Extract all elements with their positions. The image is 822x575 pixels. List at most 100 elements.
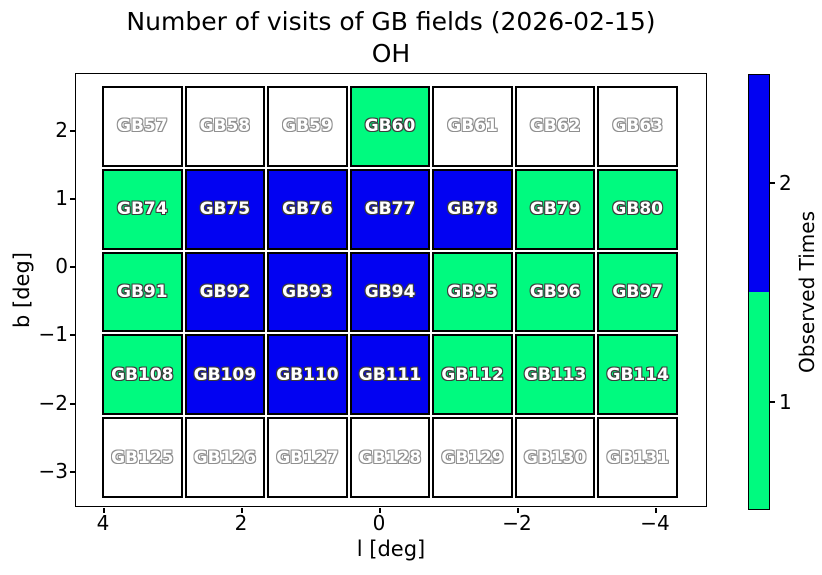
field-cell-gb127: GB127 [267, 417, 348, 498]
field-label-gb94: GB94 [364, 281, 416, 302]
field-cell-gb111: GB111 [349, 334, 431, 416]
colorbar-tick-mark [770, 401, 775, 403]
field-cell-gb114: GB114 [597, 334, 678, 416]
title-line-2: OH [371, 38, 411, 68]
colorbar [748, 74, 770, 510]
colorbar-label-wrap: Observed Times [794, 74, 820, 510]
y-tick-label: 1 [55, 186, 68, 210]
field-label-gb130: GB130 [523, 447, 587, 468]
field-cell-gb75: GB75 [184, 168, 266, 250]
field-label-gb112: GB112 [441, 364, 504, 385]
colorbar-segment-2 [749, 75, 769, 292]
field-label-gb111: GB111 [358, 364, 422, 385]
field-label-gb62: GB62 [529, 116, 581, 137]
field-label-gb60: GB60 [364, 116, 416, 137]
field-label-gb110: GB110 [276, 364, 339, 385]
x-tick-mark [241, 507, 243, 513]
colorbar-segment-1 [749, 292, 769, 509]
field-cell-gb57: GB57 [102, 86, 183, 167]
field-label-gb125: GB125 [111, 447, 174, 468]
field-grid: GB57 GB58 GB59 GB60 GB61 GB62 GB63 GB74 GB75 GB76… [102, 86, 678, 498]
x-tick-label: 4 [96, 511, 110, 535]
field-label-gb91: GB91 [116, 281, 168, 302]
field-cell-gb79: GB79 [514, 168, 596, 250]
field-cell-gb125: GB125 [102, 417, 183, 498]
field-cell-gb59: GB59 [267, 86, 348, 167]
x-axis-label: l [deg] [356, 537, 426, 561]
field-label-gb127: GB127 [276, 447, 339, 468]
y-tick-label: 0 [55, 254, 68, 278]
y-tick-mark [69, 334, 75, 336]
field-cell-gb97: GB97 [597, 251, 678, 333]
x-tick-mark [655, 507, 657, 513]
field-label-gb77: GB77 [364, 199, 416, 220]
title-line-1: Number of visits of GB fields (2026-02-1… [126, 7, 656, 36]
field-cell-gb92: GB92 [184, 251, 266, 333]
y-tick-label: −2 [38, 391, 68, 415]
field-cell-gb91: GB91 [102, 251, 183, 333]
field-cell-gb112: GB112 [432, 334, 513, 416]
y-tick-mark [69, 403, 75, 405]
field-cell-gb131: GB131 [597, 417, 678, 498]
y-tick-label: −3 [38, 459, 68, 483]
field-label-gb109: GB109 [193, 364, 257, 385]
field-cell-gb113: GB113 [514, 334, 596, 416]
field-label-gb80: GB80 [612, 199, 663, 220]
field-label-gb58: GB58 [199, 116, 251, 137]
field-label-gb114: GB114 [606, 364, 669, 385]
field-label-gb63: GB63 [612, 116, 663, 137]
field-cell-gb58: GB58 [184, 86, 266, 167]
field-label-gb92: GB92 [199, 281, 251, 302]
field-cell-gb63: GB63 [597, 86, 678, 167]
field-cell-gb110: GB110 [267, 334, 348, 416]
field-label-gb76: GB76 [282, 199, 333, 220]
field-label-gb131: GB131 [606, 447, 669, 468]
field-label-gb128: GB128 [358, 447, 422, 468]
y-tick-mark [69, 198, 75, 200]
field-cell-gb77: GB77 [349, 168, 431, 250]
field-cell-gb93: GB93 [267, 251, 348, 333]
field-label-gb79: GB79 [529, 199, 581, 220]
field-label-gb97: GB97 [612, 281, 663, 302]
field-label-gb57: GB57 [116, 116, 168, 137]
field-label-gb95: GB95 [447, 281, 498, 302]
y-tick-mark [69, 130, 75, 132]
x-tick-label: −4 [640, 511, 670, 535]
y-tick-label: 2 [55, 118, 68, 142]
x-tick-mark [103, 507, 105, 513]
field-cell-gb129: GB129 [432, 417, 513, 498]
field-label-gb96: GB96 [529, 281, 581, 302]
colorbar-tick-label: 1 [779, 390, 792, 414]
field-cell-gb95: GB95 [432, 251, 513, 333]
field-cell-gb109: GB109 [184, 334, 266, 416]
x-tick-label: 2 [234, 511, 248, 535]
x-tick-mark [517, 507, 519, 513]
field-cell-gb74: GB74 [102, 168, 183, 250]
field-cell-gb62: GB62 [514, 86, 596, 167]
field-label-gb74: GB74 [116, 199, 168, 220]
colorbar-tick-mark [770, 182, 775, 184]
x-tick-label: −2 [502, 511, 532, 535]
field-cell-gb130: GB130 [514, 417, 596, 498]
field-label-gb129: GB129 [441, 447, 504, 468]
field-label-gb113: GB113 [523, 364, 587, 385]
field-label-gb75: GB75 [199, 199, 251, 220]
field-label-gb78: GB78 [447, 199, 498, 220]
y-tick-mark [69, 266, 75, 268]
field-cell-gb128: GB128 [349, 417, 431, 498]
field-label-gb126: GB126 [193, 447, 257, 468]
field-label-gb59: GB59 [282, 116, 333, 137]
field-label-gb108: GB108 [111, 364, 174, 385]
field-cell-gb96: GB96 [514, 251, 596, 333]
field-label-gb93: GB93 [282, 281, 333, 302]
field-cell-gb76: GB76 [267, 168, 348, 250]
colorbar-tick-label: 2 [779, 171, 792, 195]
chart-title: Number of visits of GB fields (2026-02-1… [55, 6, 727, 69]
field-cell-gb78: GB78 [432, 168, 513, 250]
field-label-gb61: GB61 [447, 116, 498, 137]
plot-area: GB57 GB58 GB59 GB60 GB61 GB62 GB63 GB74 GB75 GB76… [69, 73, 707, 513]
field-cell-gb60: GB60 [349, 86, 431, 167]
y-tick-label: −1 [38, 322, 68, 346]
field-cell-gb94: GB94 [349, 251, 431, 333]
